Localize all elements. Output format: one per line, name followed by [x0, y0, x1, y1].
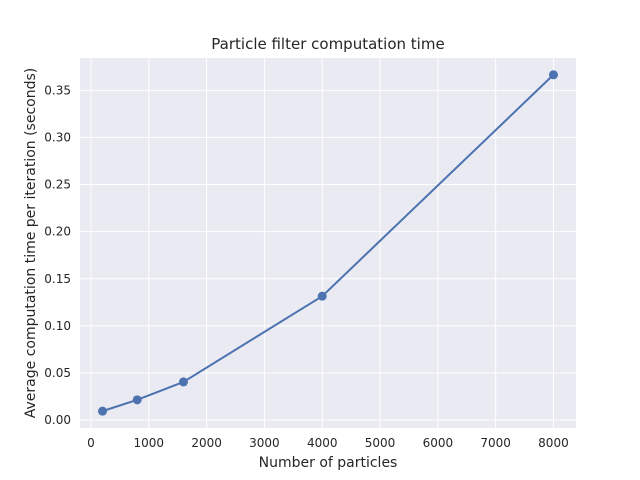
x-tick-labels: 0 1000 2000 3000 4000 5000 6000 7000 8000: [87, 436, 569, 450]
data-point: [132, 395, 142, 405]
data-point: [98, 406, 108, 416]
chart-title: Particle filter computation time: [211, 35, 444, 53]
x-tick-label: 7000: [480, 436, 511, 450]
data-point: [178, 377, 188, 387]
y-tick-label: 0.30: [44, 130, 71, 144]
y-tick-label: 0.20: [44, 225, 71, 239]
plot-background: [80, 58, 576, 428]
y-tick-label: 0.10: [44, 319, 71, 333]
x-tick-label: 5000: [365, 436, 396, 450]
series: [98, 70, 558, 416]
x-tick-label: 4000: [307, 436, 338, 450]
data-point: [548, 70, 558, 80]
y-tick-label: 0.35: [44, 83, 71, 97]
data-point: [317, 291, 327, 301]
x-tick-label: 1000: [134, 436, 165, 450]
y-axis-label: Average computation time per iteration (…: [23, 68, 39, 418]
x-tick-label: 6000: [423, 436, 454, 450]
x-tick-label: 2000: [191, 436, 222, 450]
y-tick-label: 0.25: [44, 178, 71, 192]
y-tick-label: 0.05: [44, 366, 71, 380]
x-tick-label: 8000: [538, 436, 569, 450]
y-tick-label: 0.00: [44, 413, 71, 427]
x-tick-label: 0: [87, 436, 95, 450]
x-tick-label: 3000: [249, 436, 280, 450]
y-tick-labels: 0.00 0.05 0.10 0.15 0.20 0.25 0.30 0.35: [44, 83, 71, 427]
grid: [80, 58, 576, 428]
x-axis-label: Number of particles: [259, 455, 398, 471]
y-tick-label: 0.15: [44, 272, 71, 286]
